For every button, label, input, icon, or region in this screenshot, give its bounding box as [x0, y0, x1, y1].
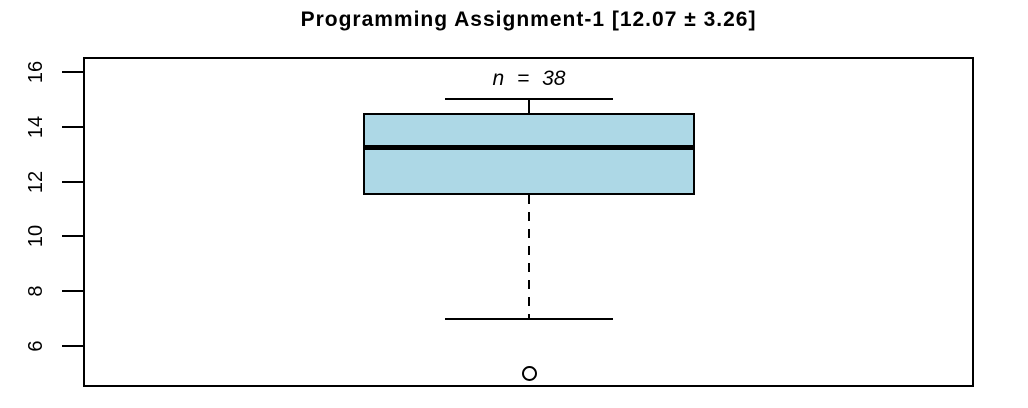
lower-whisker-cap [445, 317, 613, 320]
plot-frame [83, 57, 974, 387]
y-tick-mark [62, 290, 83, 293]
plot-area: 6 8 10 12 14 16 n = 38 [25, 57, 974, 387]
upper-whisker-cap [445, 98, 613, 101]
y-tick-mark [62, 71, 83, 74]
upper-whisker-line [528, 99, 530, 114]
iqr-box [363, 113, 695, 196]
y-tick-label: 16 [25, 60, 47, 84]
y-tick-label: 6 [25, 340, 47, 352]
y-tick-mark [62, 125, 83, 128]
sample-size-label: n = 38 [492, 67, 566, 91]
y-tick-label: 12 [25, 170, 47, 193]
y-tick-mark [62, 235, 83, 238]
y-tick-mark [62, 180, 83, 183]
median-line [363, 144, 695, 150]
y-tick-label: 10 [25, 225, 47, 248]
lower-whisker-line [528, 195, 530, 319]
chart-title: Programming Assignment-1 [12.07 ± 3.26] [300, 8, 757, 31]
y-tick-label: 8 [25, 285, 47, 297]
y-tick-mark [62, 344, 83, 347]
outlier-point [521, 365, 537, 381]
y-tick-label: 14 [25, 115, 47, 138]
